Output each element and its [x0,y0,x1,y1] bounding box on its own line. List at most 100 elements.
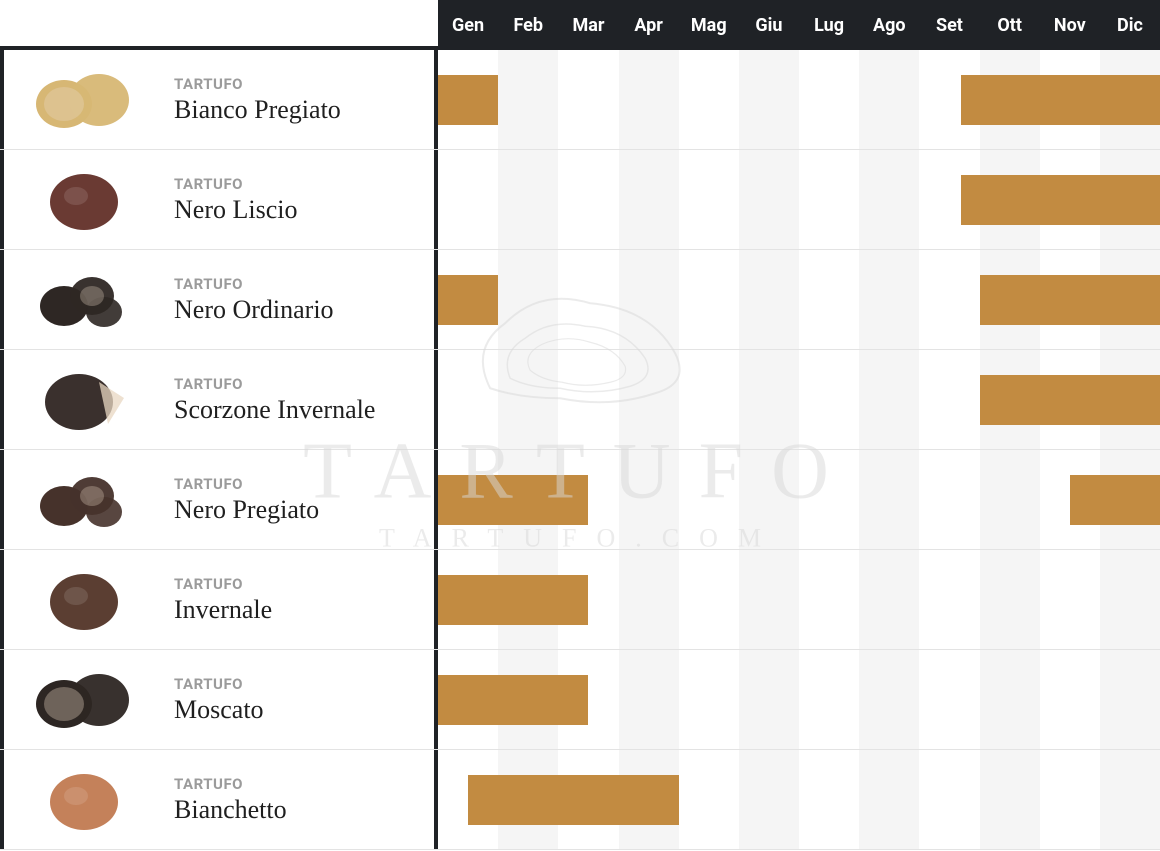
month-cell [859,450,919,549]
month-label: Mag [679,15,739,36]
month-cell [619,750,679,849]
eyebrow: TARTUFO [174,575,272,593]
truffle-thumb [24,262,144,338]
month-cell [859,750,919,849]
eyebrow: TARTUFO [174,275,334,293]
eyebrow: TARTUFO [174,175,297,193]
truffle-row: TARTUFO Nero Ordinario [0,250,1160,350]
month-cell [980,650,1040,749]
month-cell [919,250,979,349]
month-cell [919,50,979,149]
gantt-area [438,250,1160,349]
month-cell [859,50,919,149]
month-cell [558,650,618,749]
month-cell [739,250,799,349]
month-label: Nov [1040,15,1100,36]
month-cell [1100,550,1160,649]
label-col: TARTUFOBianchetto [0,750,438,849]
truffle-name: Moscato [174,695,264,725]
month-cell [980,750,1040,849]
month-cell [1100,150,1160,249]
month-cell [558,350,618,449]
label-col: TARTUFOScorzone Invernale [0,350,438,449]
month-cell [980,50,1040,149]
month-cell [498,350,558,449]
label-col: TARTUFO Invernale [0,550,438,649]
month-cell [679,250,739,349]
month-cell [619,550,679,649]
month-cell [919,450,979,549]
month-cell [1040,650,1100,749]
gantt-area [438,750,1160,849]
month-cell [438,350,498,449]
truffle-thumb [24,62,144,138]
month-cell [799,750,859,849]
month-cell [739,750,799,849]
month-cell [438,250,498,349]
month-cell [919,650,979,749]
month-cell [739,550,799,649]
truffle-thumb [24,562,144,638]
month-cell [980,350,1040,449]
month-cell [679,50,739,149]
month-cell [859,550,919,649]
month-cell [799,150,859,249]
eyebrow: TARTUFO [174,675,264,693]
month-cell [1040,150,1100,249]
month-cell [859,150,919,249]
month-cell [498,650,558,749]
month-cell [1100,750,1160,849]
month-cell [980,250,1040,349]
month-cell [558,450,618,549]
label-col: TARTUFO Nero Ordinario [0,250,438,349]
truffle-row: TARTUFO Moscato [0,650,1160,750]
month-cell [859,650,919,749]
month-cell [619,450,679,549]
truffle-thumb [24,462,144,538]
month-label: Giu [739,15,799,36]
month-cell [980,150,1040,249]
month-cell [1100,250,1160,349]
rows-container: TARTUFOBianco Pregiato TARTUFONero Lisci… [0,50,1160,850]
truffle-name: Nero Ordinario [174,295,334,325]
month-cell [799,450,859,549]
month-cell [919,350,979,449]
month-cell [919,750,979,849]
month-cell [558,750,618,849]
truffle-row: TARTUFO Invernale [0,550,1160,650]
month-cell [980,450,1040,549]
month-label: Feb [498,15,558,36]
month-cell [739,50,799,149]
gantt-area [438,650,1160,749]
month-cell [679,350,739,449]
truffle-name: Nero Pregiato [174,495,319,525]
label-col: TARTUFONero Liscio [0,150,438,249]
month-cell [739,650,799,749]
month-cell [498,50,558,149]
month-cell [859,350,919,449]
eyebrow: TARTUFO [174,75,341,93]
month-cell [799,350,859,449]
month-label: Ott [980,15,1040,36]
month-cell [799,650,859,749]
month-cell [438,450,498,549]
month-cell [619,150,679,249]
label-col: TARTUFOBianco Pregiato [0,50,438,149]
header-row: GenFebMarAprMagGiuLugAgoSetOttNovDic [0,0,1160,50]
label-col: TARTUFONero Pregiato [0,450,438,549]
month-cell [1040,50,1100,149]
month-cell [619,650,679,749]
month-cell [558,50,618,149]
month-cell [619,50,679,149]
truffle-row: TARTUFOScorzone Invernale [0,350,1160,450]
month-cell [799,550,859,649]
truffle-name: Invernale [174,595,272,625]
gantt-area [438,50,1160,149]
month-label: Dic [1100,15,1160,36]
truffle-thumb [24,162,144,238]
gantt-area [438,150,1160,249]
month-cell [498,550,558,649]
truffle-row: TARTUFOBianchetto [0,750,1160,850]
month-cell [679,150,739,249]
month-cell [438,150,498,249]
